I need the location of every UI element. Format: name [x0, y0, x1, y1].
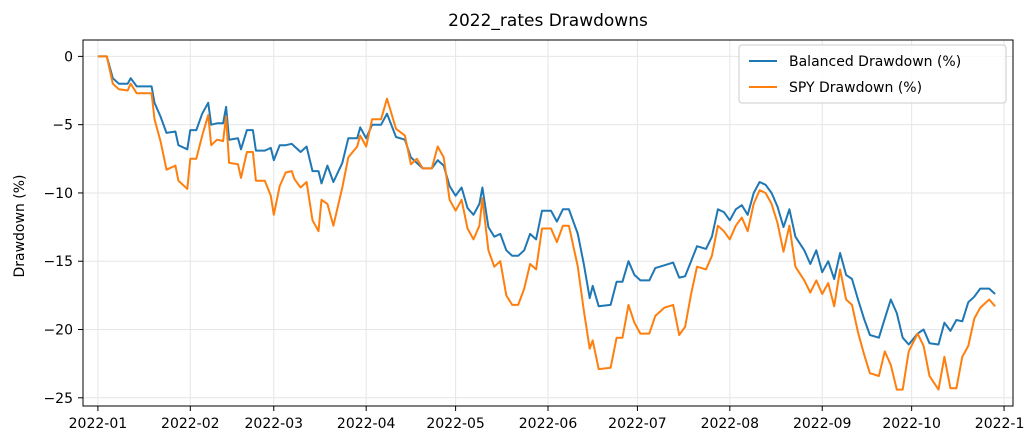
y-tick-label: −5 — [52, 118, 73, 134]
y-tick-label: −20 — [43, 323, 73, 339]
y-tick-label: 0 — [64, 49, 73, 65]
x-tick-label: 2022-10 — [882, 416, 941, 432]
series-line-balanced — [97, 55, 996, 346]
x-tick-label: 2022-11 — [975, 416, 1025, 432]
y-axis-label: Drawdown (%) — [12, 174, 28, 277]
x-tick-label: 2022-04 — [337, 416, 396, 432]
x-tick-label: 2022-02 — [161, 416, 220, 432]
x-tick-label: 2022-07 — [608, 416, 667, 432]
x-axis: 2022-01 2022-02 2022-03 2022-04 2022-05 2022-… — [69, 406, 1025, 432]
y-axis: 0 −5 −10 −15 −20 −25 — [43, 49, 83, 407]
legend-label: Balanced Drawdown (%) — [789, 54, 961, 70]
series-line-spy — [97, 55, 996, 391]
legend: Balanced Drawdown (%) SPY Drawdown (%) — [738, 44, 1007, 104]
y-tick-label: −25 — [43, 391, 73, 407]
series-lines — [97, 55, 996, 391]
legend-box — [738, 44, 1007, 104]
chart-title: 2022_rates Drawdowns — [448, 11, 648, 31]
x-tick-label: 2022-05 — [426, 416, 485, 432]
x-tick-label: 2022-03 — [245, 416, 304, 432]
x-tick-label: 2022-06 — [519, 416, 578, 432]
legend-label: SPY Drawdown (%) — [789, 80, 922, 96]
y-tick-label: −15 — [43, 254, 73, 270]
y-tick-label: −10 — [43, 186, 73, 202]
x-tick-label: 2022-01 — [69, 416, 128, 432]
x-tick-label: 2022-09 — [793, 416, 852, 432]
x-tick-label: 2022-08 — [701, 416, 760, 432]
